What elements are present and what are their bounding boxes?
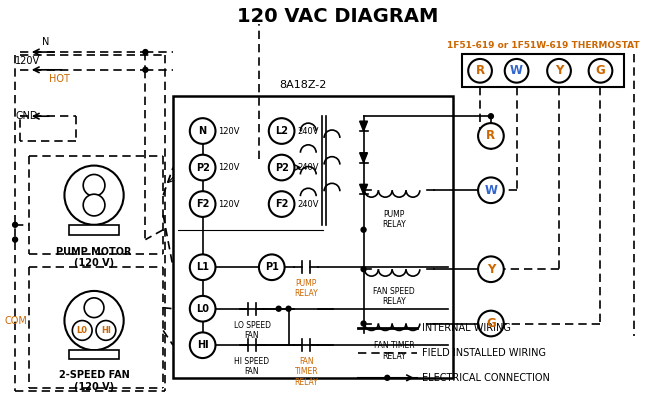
Bar <box>70 225 119 235</box>
Text: FIELD INSTALLED WIRING: FIELD INSTALLED WIRING <box>422 348 546 358</box>
Text: N: N <box>198 126 207 136</box>
Circle shape <box>143 49 148 54</box>
Circle shape <box>190 191 216 217</box>
Text: HI: HI <box>101 326 111 335</box>
Circle shape <box>269 118 294 144</box>
Circle shape <box>547 59 571 83</box>
Text: 1F51-619 or 1F51W-619 THERMOSTAT: 1F51-619 or 1F51W-619 THERMOSTAT <box>447 41 640 49</box>
Text: HI: HI <box>197 340 208 350</box>
Text: 120 VAC DIAGRAM: 120 VAC DIAGRAM <box>237 7 439 26</box>
Polygon shape <box>360 184 368 194</box>
Text: G: G <box>486 317 496 330</box>
Text: FAN
TIMER
RELAY: FAN TIMER RELAY <box>294 357 318 387</box>
Text: L1: L1 <box>196 262 209 272</box>
Text: G: G <box>596 64 606 77</box>
Polygon shape <box>360 153 368 163</box>
Circle shape <box>84 298 104 318</box>
Circle shape <box>83 194 105 216</box>
Text: COM: COM <box>4 316 27 326</box>
Text: GND: GND <box>15 111 38 121</box>
Circle shape <box>269 155 294 180</box>
Text: L2: L2 <box>275 126 288 136</box>
Text: PUMP MOTOR
(120 V): PUMP MOTOR (120 V) <box>56 246 132 268</box>
Polygon shape <box>360 121 368 131</box>
Circle shape <box>505 59 529 83</box>
Text: P2: P2 <box>275 163 289 173</box>
Circle shape <box>478 310 504 336</box>
Text: R: R <box>476 64 484 77</box>
Circle shape <box>72 321 92 340</box>
Circle shape <box>276 306 281 311</box>
Circle shape <box>64 291 124 350</box>
Circle shape <box>13 237 17 242</box>
Circle shape <box>478 256 504 282</box>
Text: 240V: 240V <box>297 127 319 135</box>
Text: R: R <box>486 129 496 142</box>
Text: 8A18Z-2: 8A18Z-2 <box>279 80 327 90</box>
Circle shape <box>64 166 124 225</box>
Circle shape <box>468 59 492 83</box>
Circle shape <box>96 321 116 340</box>
Circle shape <box>361 227 366 232</box>
Circle shape <box>361 321 366 326</box>
Text: 240V: 240V <box>297 199 319 209</box>
Text: Y: Y <box>486 263 495 276</box>
Text: HI SPEED
FAN: HI SPEED FAN <box>234 357 269 377</box>
Bar <box>70 350 119 359</box>
Text: F2: F2 <box>275 199 288 209</box>
Bar <box>462 54 624 87</box>
Text: 2-SPEED FAN
(120 V): 2-SPEED FAN (120 V) <box>59 370 129 391</box>
Circle shape <box>190 296 216 321</box>
Text: HOT: HOT <box>49 74 70 84</box>
Text: L0: L0 <box>196 304 209 314</box>
Circle shape <box>143 67 148 72</box>
Text: P2: P2 <box>196 163 210 173</box>
Circle shape <box>269 191 294 217</box>
Text: F2: F2 <box>196 199 209 209</box>
Text: 120V: 120V <box>218 127 240 135</box>
Text: W: W <box>484 184 497 197</box>
Bar <box>173 96 454 378</box>
Circle shape <box>385 375 390 380</box>
Text: N: N <box>42 37 49 47</box>
Circle shape <box>286 306 291 311</box>
Text: PUMP
RELAY: PUMP RELAY <box>383 210 406 229</box>
Circle shape <box>478 177 504 203</box>
Circle shape <box>83 174 105 196</box>
Circle shape <box>13 222 17 227</box>
Circle shape <box>589 59 612 83</box>
Text: PUMP
RELAY: PUMP RELAY <box>294 279 318 298</box>
Text: FAN SPEED
RELAY: FAN SPEED RELAY <box>373 287 415 306</box>
Text: P1: P1 <box>265 262 279 272</box>
Circle shape <box>478 123 504 149</box>
Circle shape <box>190 254 216 280</box>
Circle shape <box>190 155 216 180</box>
Text: 240V: 240V <box>297 163 319 172</box>
Text: 120V: 120V <box>218 163 240 172</box>
Circle shape <box>259 254 285 280</box>
Text: W: W <box>510 64 523 77</box>
Circle shape <box>190 332 216 358</box>
Circle shape <box>488 114 493 119</box>
Text: Y: Y <box>555 64 563 77</box>
Text: FAN TIMER
RELAY: FAN TIMER RELAY <box>374 341 415 361</box>
Text: L0: L0 <box>77 326 88 335</box>
Text: 120V: 120V <box>15 56 40 66</box>
Text: INTERNAL WIRING: INTERNAL WIRING <box>422 323 511 334</box>
Text: ELECTRICAL CONNECTION: ELECTRICAL CONNECTION <box>422 373 549 383</box>
Text: 120V: 120V <box>218 199 240 209</box>
Circle shape <box>361 267 366 272</box>
Circle shape <box>190 118 216 144</box>
Text: LO SPEED
FAN: LO SPEED FAN <box>234 321 271 340</box>
